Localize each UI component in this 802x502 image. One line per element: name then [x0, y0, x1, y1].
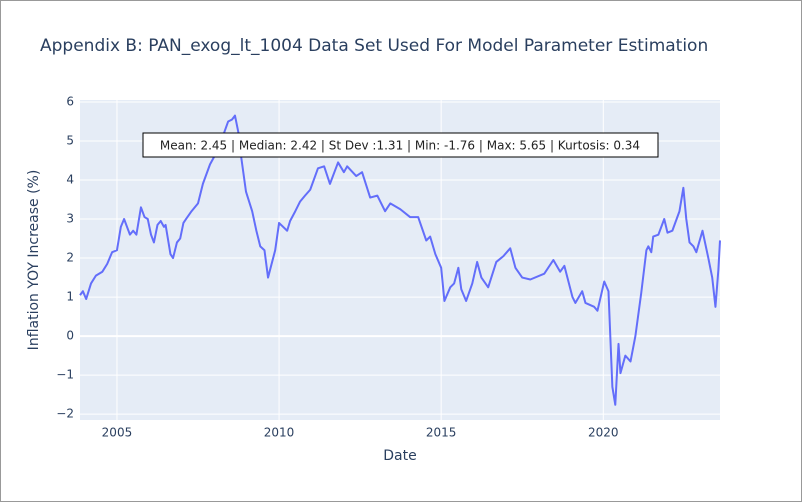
- y-tick-label: 1: [66, 290, 74, 304]
- x-tick-label: 2005: [102, 426, 133, 440]
- y-tick-label: 0: [66, 329, 74, 343]
- annotation: Mean: 2.45 | Median: 2.42 | St Dev :1.31…: [160, 139, 640, 153]
- line-series: [79, 114, 721, 406]
- chart-title: Appendix B: PAN_exog_lt_1004 Data Set Us…: [40, 36, 708, 56]
- y-tick-label: −2: [56, 407, 74, 421]
- y-tick-label: 4: [66, 173, 74, 187]
- x-axis-title: Date: [383, 448, 416, 464]
- y-tick-label: −1: [56, 368, 74, 382]
- x-tick-label: 2010: [264, 426, 295, 440]
- x-tick-label: 2015: [426, 426, 457, 440]
- y-tick-label: 6: [66, 94, 74, 108]
- y-tick-label: 2: [66, 251, 74, 265]
- annotation-box: [142, 132, 659, 158]
- y-axis-title: Inflation YOY Increase (%): [26, 170, 42, 351]
- x-tick-label: 2020: [588, 426, 619, 440]
- y-tick-label: 5: [66, 133, 74, 147]
- y-tick-label: 3: [66, 212, 74, 226]
